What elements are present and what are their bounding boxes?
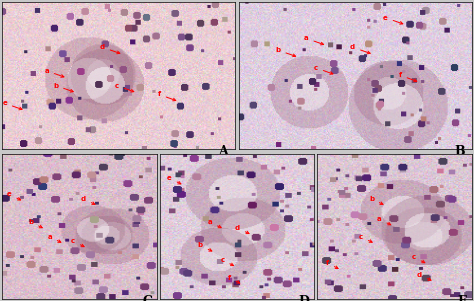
Text: a: a [47,234,61,242]
Text: B: B [454,144,465,157]
Text: b: b [275,47,296,57]
Text: c: c [115,82,134,92]
Text: a: a [45,68,64,77]
Text: f: f [158,92,176,101]
Text: d: d [100,44,120,54]
Text: c: c [359,234,372,242]
Text: D: D [299,295,310,301]
Text: e: e [2,100,22,110]
Text: c: c [412,254,425,263]
Text: b: b [28,219,42,228]
Text: f: f [326,260,338,268]
Text: a: a [208,219,221,228]
Text: A: A [219,144,228,157]
Text: f: f [228,275,240,283]
Text: c: c [220,257,234,266]
Text: f: f [399,72,417,82]
Text: d: d [350,44,370,54]
Text: e: e [167,175,181,184]
Text: C: C [143,295,153,301]
Text: d: d [81,196,95,204]
Text: c: c [314,65,333,74]
Text: d: d [235,225,249,234]
Text: b: b [198,243,212,251]
Text: a: a [377,216,391,225]
Text: d: d [417,272,431,280]
Text: e: e [383,15,403,24]
Text: a: a [304,36,324,45]
Text: E: E [457,295,467,301]
Text: c: c [71,238,84,247]
Text: b: b [53,82,73,92]
Text: e: e [7,191,20,200]
Text: b: b [369,196,383,204]
